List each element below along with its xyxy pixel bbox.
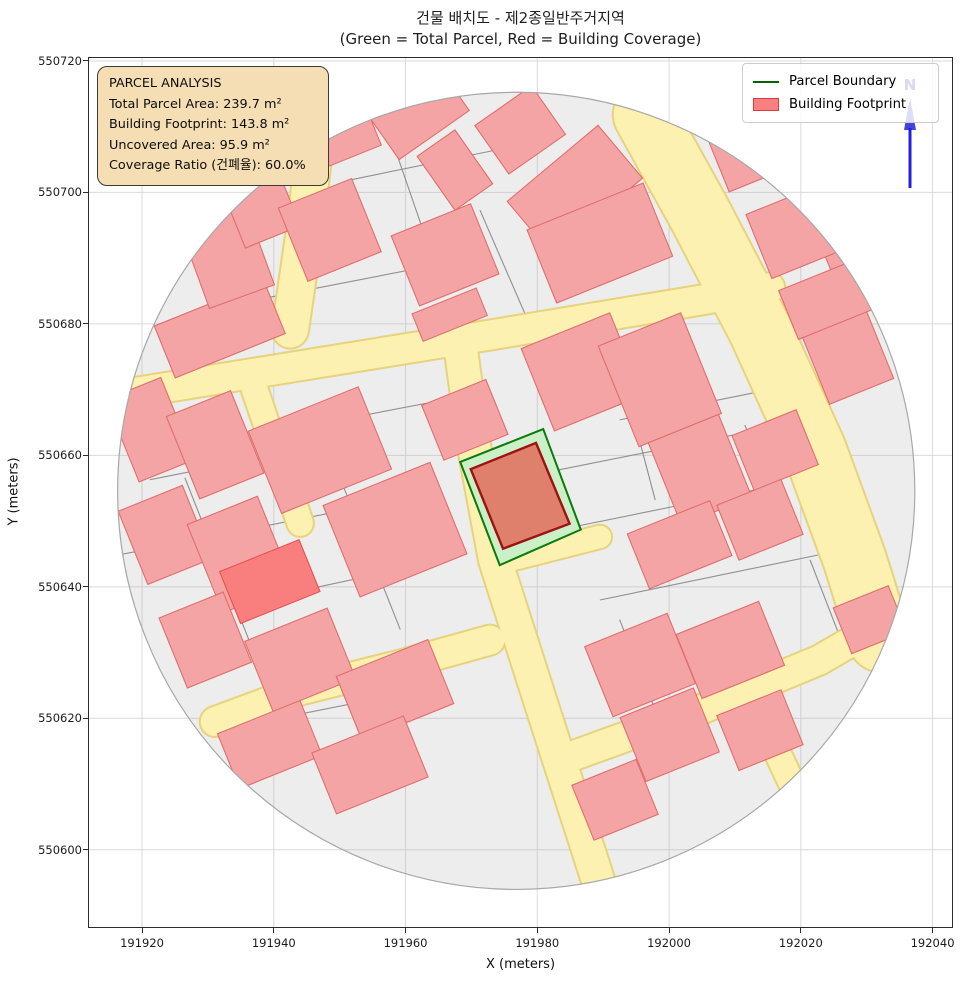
legend-label: Parcel Boundary bbox=[789, 74, 897, 89]
x-tick-label: 191980 bbox=[515, 936, 560, 950]
x-tick-label: 191940 bbox=[251, 936, 296, 950]
building-polygon bbox=[411, 287, 489, 343]
red-patch-sample-icon bbox=[753, 98, 779, 111]
building-polygon bbox=[390, 203, 500, 307]
y-tick-label: 550680 bbox=[38, 316, 82, 331]
x-tick-mark bbox=[800, 928, 802, 933]
parcel-analysis-line: Coverage Ratio (건폐율): 60.0% bbox=[109, 158, 306, 174]
building-polygon bbox=[474, 92, 567, 175]
building-polygon bbox=[675, 600, 786, 700]
building-polygon bbox=[335, 638, 455, 742]
y-tick-mark bbox=[83, 586, 88, 588]
building-polygon bbox=[158, 591, 253, 689]
plot-title-line2: (Green = Total Parcel, Red = Building Co… bbox=[339, 30, 702, 48]
x-axis-label: X (meters) bbox=[485, 957, 556, 972]
legend: Parcel Boundary Building Footprint bbox=[742, 63, 939, 123]
y-tick-mark bbox=[83, 60, 88, 62]
y-tick-mark bbox=[83, 454, 88, 456]
building-polygon bbox=[526, 182, 674, 304]
x-tick-mark bbox=[141, 928, 143, 933]
target-building-footprint bbox=[469, 441, 572, 551]
parcel-analysis-line: Total Parcel Area: 239.7 m² bbox=[109, 96, 282, 112]
x-tick-mark bbox=[668, 928, 670, 933]
legend-label: Building Footprint bbox=[789, 97, 907, 112]
y-tick-label: 550640 bbox=[38, 579, 82, 594]
buildings-layer bbox=[117, 92, 908, 841]
building-highlight-polygon bbox=[218, 538, 321, 625]
parcel-analysis-box: PARCEL ANALYSIS Total Parcel Area: 239.7… bbox=[97, 66, 329, 186]
parcel-analysis-line: Uncovered Area: 95.9 m² bbox=[109, 137, 270, 153]
building-polygon bbox=[716, 689, 804, 772]
building-polygon bbox=[619, 687, 721, 783]
road bbox=[498, 525, 612, 572]
x-tick-mark bbox=[932, 928, 934, 933]
buffer-circle-rim bbox=[117, 91, 916, 891]
y-tick-label: 550700 bbox=[38, 185, 82, 200]
y-tick-label: 550600 bbox=[38, 842, 82, 857]
building-polygon bbox=[165, 390, 265, 500]
parcel-analysis-line: Building Footprint: 143.8 m² bbox=[109, 117, 290, 133]
x-tick-mark bbox=[536, 928, 538, 933]
building-polygon bbox=[277, 177, 382, 282]
building-polygon bbox=[420, 378, 509, 461]
road bbox=[613, 92, 911, 672]
x-tick-label: 191960 bbox=[383, 936, 428, 950]
x-tick-mark bbox=[405, 928, 407, 933]
green-line-sample-icon bbox=[753, 80, 779, 83]
y-tick-mark bbox=[83, 717, 88, 719]
building-polygon bbox=[322, 461, 468, 598]
building-polygon bbox=[571, 758, 659, 841]
y-tick-label: 550720 bbox=[38, 53, 82, 68]
building-polygon bbox=[311, 715, 429, 815]
map-layers bbox=[117, 92, 913, 890]
legend-item-parcel-boundary: Parcel Boundary bbox=[753, 70, 928, 93]
building-polygon bbox=[416, 129, 494, 211]
x-tick-mark bbox=[273, 928, 275, 933]
building-polygon bbox=[716, 478, 804, 561]
parcel-analysis-title: PARCEL ANALYSIS bbox=[109, 76, 222, 91]
building-polygon bbox=[731, 409, 820, 492]
x-tick-label: 192000 bbox=[647, 936, 691, 950]
y-tick-label: 550660 bbox=[38, 448, 82, 463]
building-polygon bbox=[597, 312, 723, 448]
y-tick-mark bbox=[83, 191, 88, 193]
y-tick-label: 550620 bbox=[38, 711, 82, 726]
x-tick-label: 192040 bbox=[910, 936, 955, 950]
y-tick-mark bbox=[83, 323, 88, 325]
x-tick-label: 192020 bbox=[778, 936, 823, 950]
building-polygon bbox=[626, 499, 733, 590]
legend-item-building-footprint: Building Footprint bbox=[753, 93, 928, 116]
plot-title-line1: 건물 배치도 - 제2종일반주거지역 bbox=[416, 9, 625, 27]
map-canvas: N bbox=[88, 57, 953, 928]
building-polygon bbox=[247, 386, 393, 515]
y-tick-mark bbox=[83, 849, 88, 851]
x-tick-label: 191920 bbox=[120, 936, 164, 950]
